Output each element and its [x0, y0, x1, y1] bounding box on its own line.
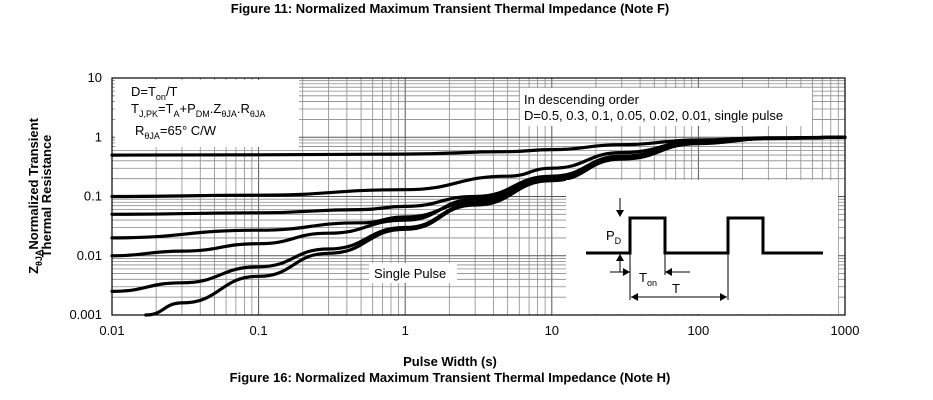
formula-box — [115, 80, 299, 147]
x-tick-label: 0.1 — [250, 323, 268, 338]
x-axis-label: Pulse Width (s) — [403, 354, 497, 369]
y-tick-label: 1 — [95, 129, 102, 144]
single-pulse-label-bg — [369, 263, 457, 283]
pulse-inset-bg — [566, 180, 838, 314]
legend-line-1: In descending order — [524, 92, 640, 107]
series-curve — [144, 135, 847, 317]
y-tick-labels: 0.001 0.01 0.1 1 10 — [69, 70, 102, 322]
formula-junction-temp: TJ,PK=TA+PDM.ZθJA.RθJA — [131, 101, 265, 119]
x-tick-label: 1000 — [831, 323, 860, 338]
x-tick-label: 100 — [688, 323, 710, 338]
t-arrowhead-left — [631, 293, 638, 301]
pd-arrowhead-bottom — [616, 254, 624, 261]
figure-title-bottom: Figure 16: Normalized Maximum Transient … — [230, 370, 671, 385]
t-label: T — [672, 281, 680, 296]
y-tick-label: 0.001 — [69, 307, 102, 322]
formula-duty-cycle: D=Ton/T — [131, 84, 178, 102]
x-tick-label: 0.01 — [99, 323, 124, 338]
ton-label: Ton — [639, 270, 657, 288]
ton-arrowhead-right — [665, 268, 672, 276]
legend-line-2: D=0.5, 0.3, 0.1, 0.05, 0.02, 0.01, singl… — [524, 108, 783, 123]
x-tick-labels: 0.01 0.1 1 10 100 1000 — [99, 323, 859, 338]
pd-label: PD — [606, 228, 622, 246]
legend-box — [520, 88, 812, 126]
pulse-waveform — [586, 216, 823, 255]
t-arrowhead-right — [720, 293, 727, 301]
pd-arrowhead-top — [616, 210, 624, 217]
x-tick-label: 10 — [545, 323, 559, 338]
chart-series — [110, 135, 847, 317]
y-axis-label-line-2: Thermal Resistance — [39, 135, 54, 258]
single-pulse-label: Single Pulse — [374, 266, 446, 281]
ton-arrowhead-left — [623, 268, 630, 276]
figure-title-top: Figure 11: Normalized Maximum Transient … — [231, 1, 670, 16]
x-tick-label: 1 — [402, 323, 409, 338]
y-axis-label-line-1: ZθJANormalized Transient — [26, 117, 44, 273]
formula-thermal-resistance: RθJA=65° C/W — [135, 123, 217, 141]
y-tick-label: 0.01 — [77, 248, 102, 263]
y-tick-label: 0.1 — [84, 189, 102, 204]
y-axis-label: ZθJANormalized Transient Thermal Resista… — [26, 117, 54, 273]
y-tick-label: 10 — [88, 70, 102, 85]
pulse-inset: PD Ton T — [566, 180, 838, 314]
